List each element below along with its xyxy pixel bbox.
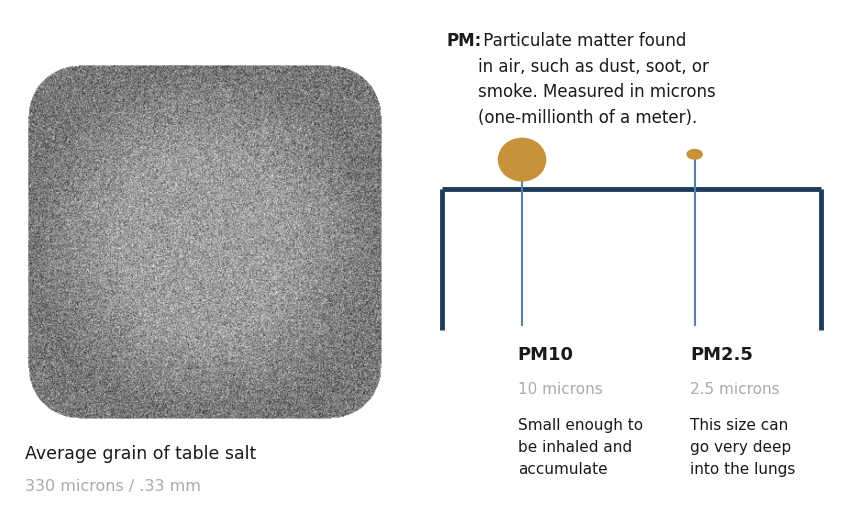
Circle shape (687, 149, 702, 159)
Text: 330 microns / .33 mm: 330 microns / .33 mm (25, 479, 201, 494)
Text: Particulate matter found
in air, such as dust, soot, or
smoke. Measured in micro: Particulate matter found in air, such as… (478, 32, 716, 127)
Text: Small enough to
be inhaled and
accumulate: Small enough to be inhaled and accumulat… (518, 418, 643, 477)
Text: PM10: PM10 (518, 346, 574, 364)
Text: 2.5 microns: 2.5 microns (690, 382, 780, 397)
Ellipse shape (498, 138, 546, 181)
Text: PM2.5: PM2.5 (690, 346, 754, 364)
Text: Average grain of table salt: Average grain of table salt (25, 445, 257, 463)
Text: 10 microns: 10 microns (518, 382, 603, 397)
Text: PM:: PM: (446, 32, 482, 50)
Text: This size can
go very deep
into the lungs: This size can go very deep into the lung… (690, 418, 796, 477)
